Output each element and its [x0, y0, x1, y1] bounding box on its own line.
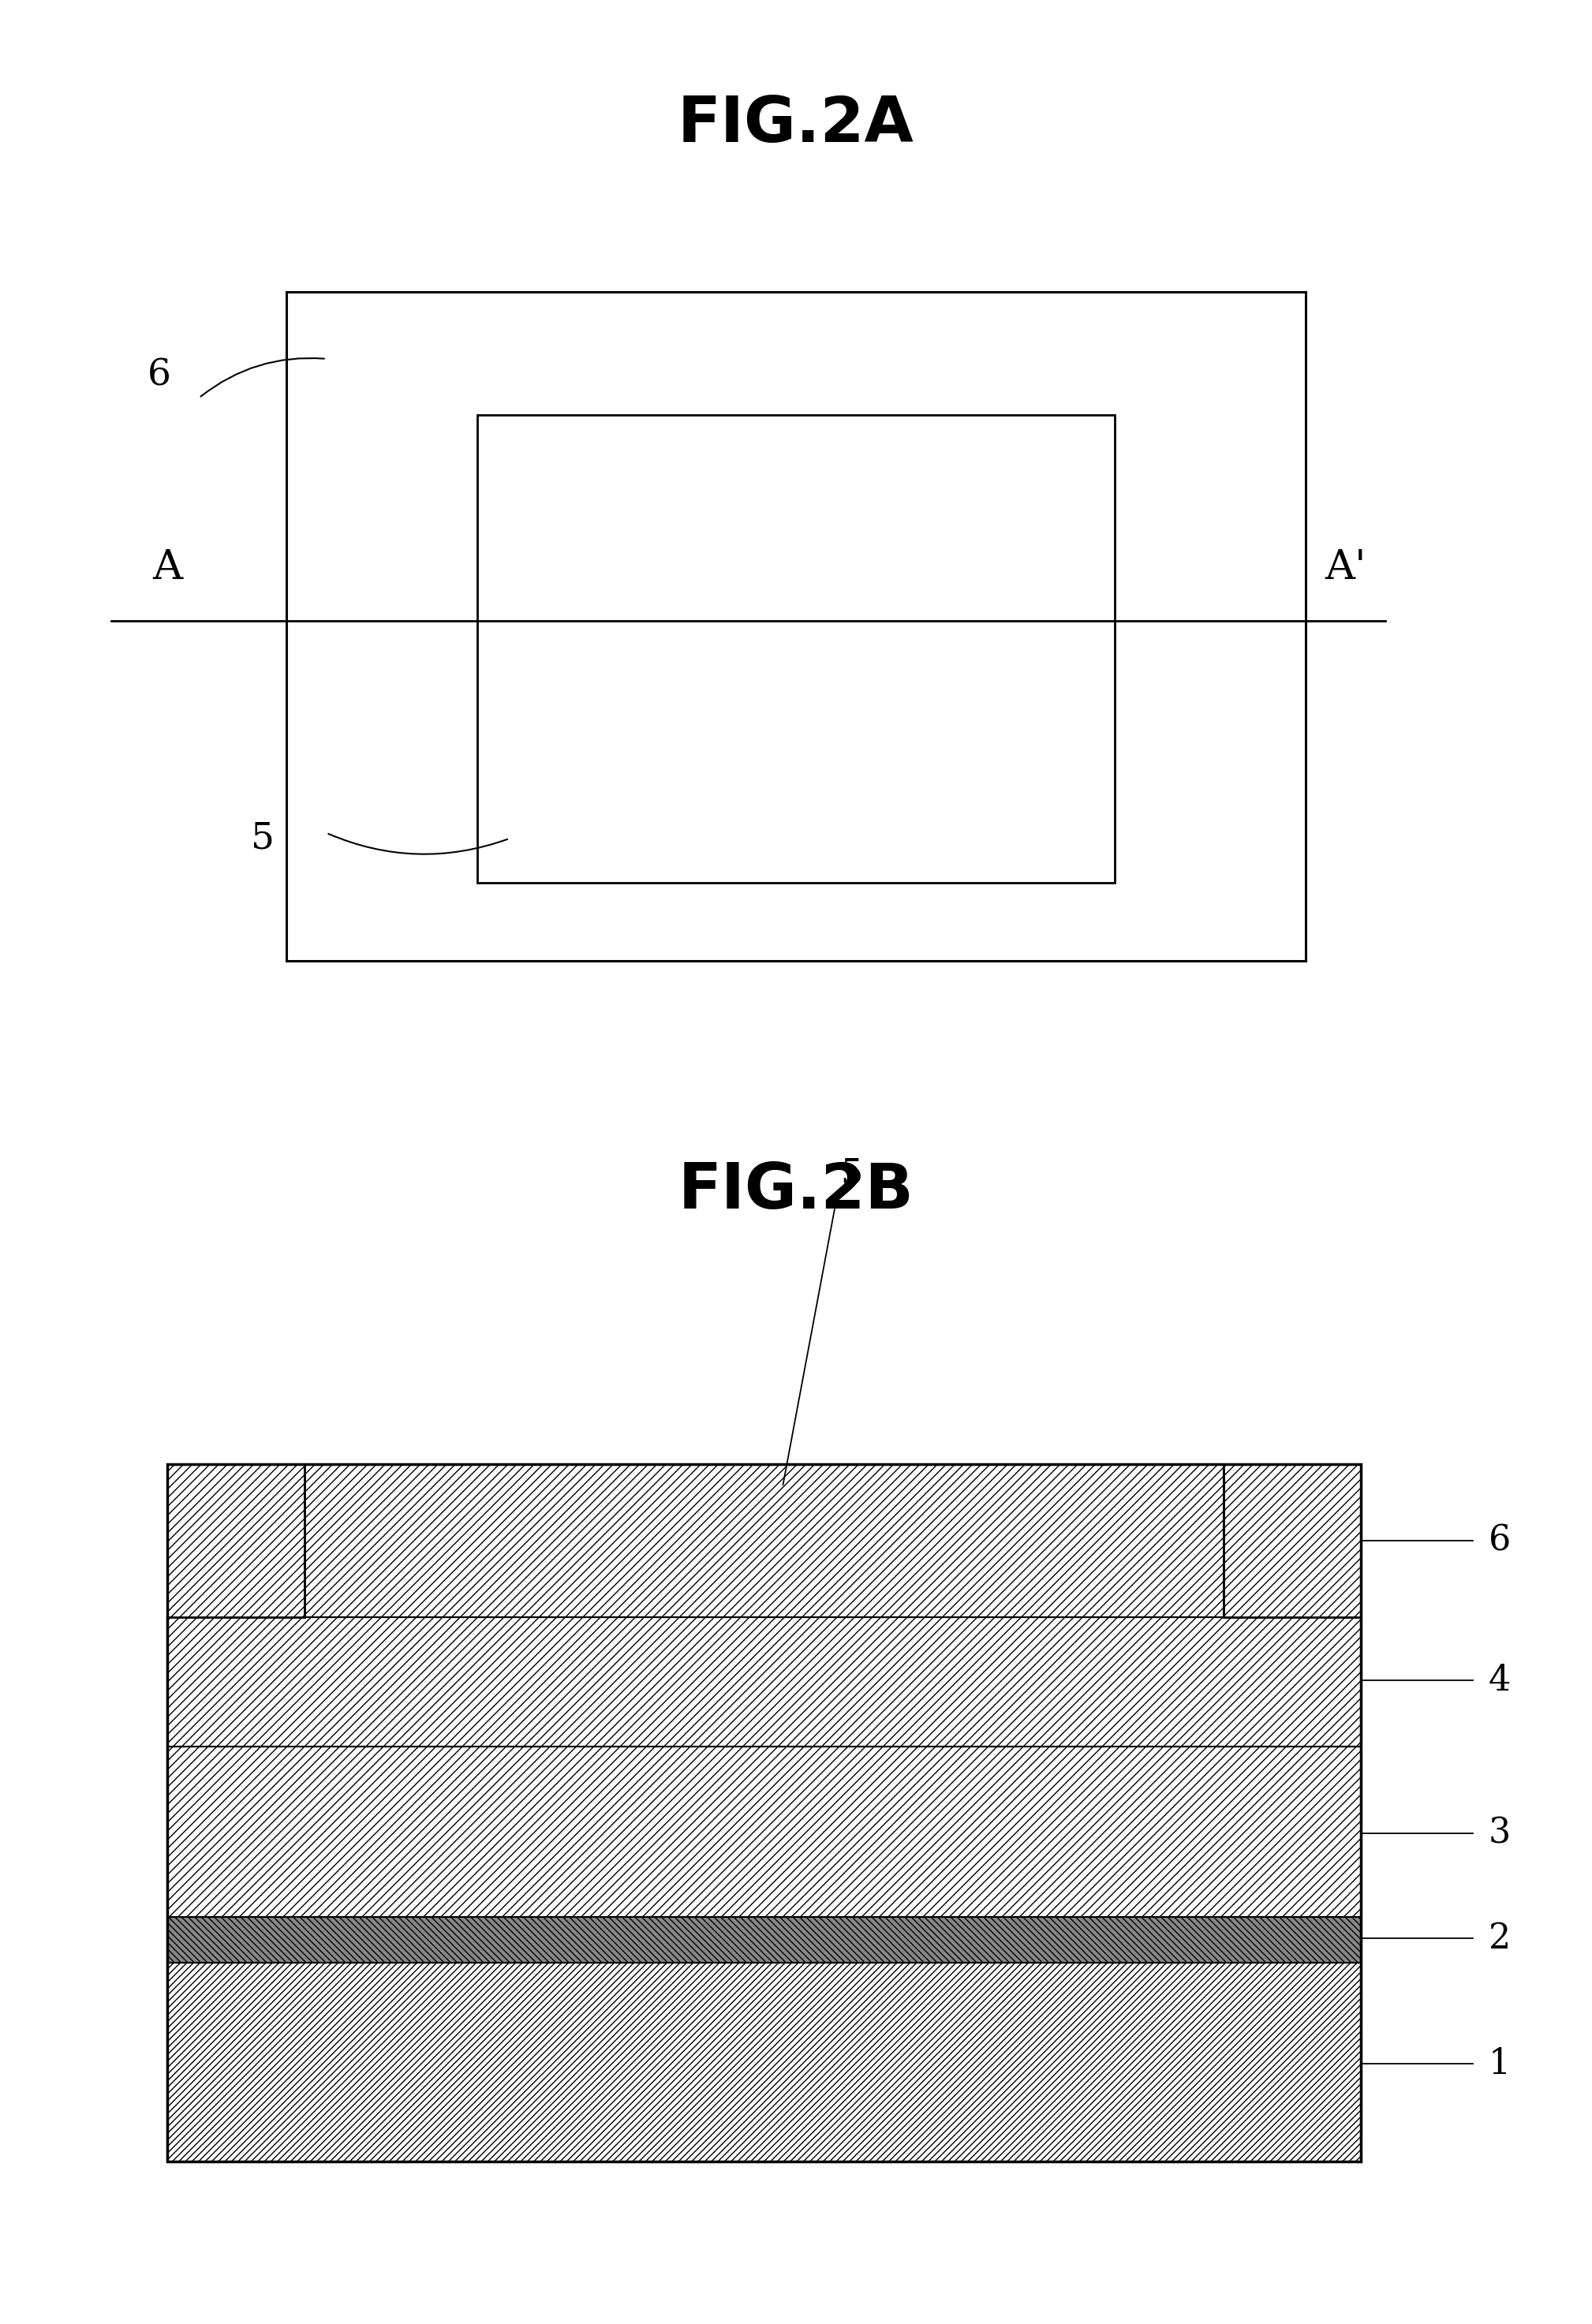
Bar — [304, 1464, 1224, 1618]
Text: 2: 2 — [1489, 1922, 1511, 1954]
Text: 5: 5 — [252, 820, 274, 855]
Text: 1: 1 — [1489, 2047, 1511, 2080]
Bar — [167, 1961, 1361, 2161]
Bar — [167, 1917, 1361, 1961]
Bar — [167, 1748, 1361, 1917]
Text: FIG.2B: FIG.2B — [678, 1160, 914, 1222]
Bar — [167, 1618, 1361, 1748]
Bar — [167, 1464, 1361, 2161]
Text: 6: 6 — [148, 358, 170, 393]
Text: A: A — [153, 546, 181, 588]
Bar — [1224, 1464, 1361, 1618]
Text: FIG.2A: FIG.2A — [678, 93, 914, 156]
Text: 6: 6 — [1489, 1525, 1511, 1557]
Text: 5: 5 — [841, 1157, 863, 1190]
Text: 4: 4 — [1489, 1664, 1511, 1697]
Text: 3: 3 — [1489, 1817, 1511, 1850]
Bar — [287, 293, 1305, 962]
Text: A': A' — [1325, 546, 1366, 588]
Bar — [167, 1464, 304, 1618]
Bar — [478, 414, 1114, 883]
